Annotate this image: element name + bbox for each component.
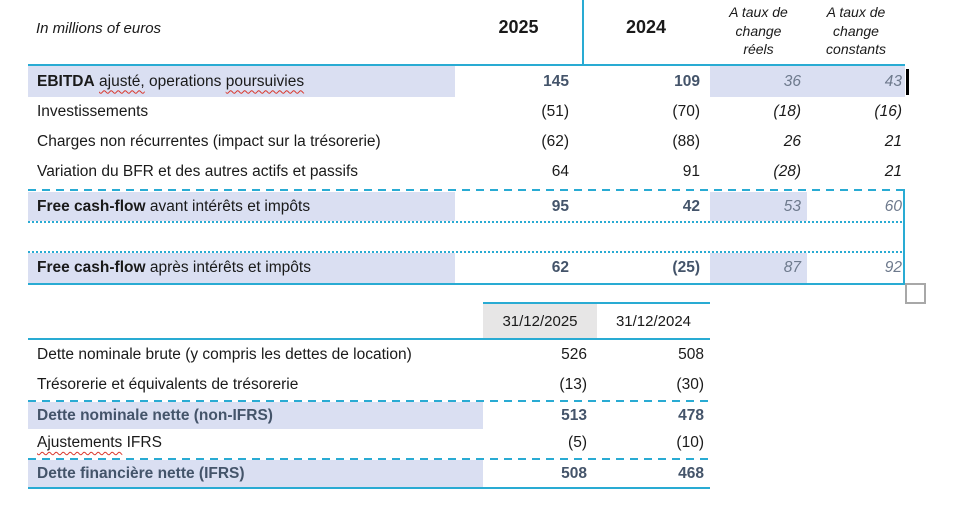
fx-const-line1: A taux de	[826, 4, 886, 20]
table-row: Charges non récurrentes (impact sur la t…	[28, 127, 905, 157]
debt-header-top-rule	[483, 302, 710, 304]
debt-column-header-2025: 31/12/2025	[483, 304, 597, 338]
misspelled-word: poursuivies	[225, 72, 305, 90]
row-label-charges: Charges non récurrentes (impact sur la t…	[37, 133, 381, 150]
table-right-border	[903, 189, 905, 285]
misspelled-word: ajusté,	[99, 72, 145, 90]
row-label-tresorerie: Trésorerie et équivalents de trésorerie	[37, 375, 299, 393]
fx-real-line3: réels	[743, 41, 774, 57]
cell-31-12-2024: (10)	[676, 434, 704, 451]
cell-2024: 91	[682, 163, 700, 180]
table-row: Free cash-flow avant intérêts et impôts …	[28, 192, 905, 221]
cell-31-12-2024: 508	[678, 346, 704, 363]
header-underline-rule	[28, 64, 905, 66]
cell-2024: (70)	[672, 103, 700, 120]
table-resize-handle[interactable]	[905, 283, 926, 304]
unit-caption: In millions of euros	[36, 20, 162, 37]
row-label-ebitda: EBITDA ajusté, operations poursuivies	[28, 66, 455, 97]
table-row: Dette nominale brute (y compris les dett…	[28, 340, 710, 370]
row-label-variation-bfr: Variation du BFR et des autres actifs et…	[37, 163, 359, 180]
table-row: Dette nominale nette (non-IFRS) 513 478	[28, 402, 710, 429]
label-segment: operations	[149, 72, 222, 90]
row-label-ajustements-ifrs: Ajustements IFRS	[28, 429, 483, 457]
cell-31-12-2025: 508	[561, 464, 587, 482]
row-label-dette-financiere-nette: Dette financière nette (IFRS)	[28, 460, 483, 487]
column-header-2025: 2025	[498, 17, 539, 37]
fx-const-line2: change	[833, 22, 879, 39]
cell-2025: 95	[551, 197, 569, 215]
row-label-dette-brute: Dette nominale brute (y compris les dett…	[37, 346, 412, 363]
cell-fx-real: (18)	[773, 103, 801, 120]
cell-2024: 42	[682, 197, 700, 215]
debt-header-row: 31/12/2025 31/12/2024	[28, 304, 710, 338]
cell-fx-real: (28)	[773, 163, 801, 180]
column-header-2024: 2024	[625, 17, 667, 37]
cell-2024: (25)	[672, 259, 700, 276]
debt-column-header-2024: 31/12/2024	[615, 312, 692, 330]
cell-fx-constant: 21	[884, 163, 902, 180]
cell-2025: 62	[551, 259, 569, 276]
dashed-separator-rule	[28, 458, 710, 460]
fx-real-line1: A taux de	[729, 4, 788, 20]
cell-fx-constant: (16)	[874, 103, 902, 120]
table-row: EBITDA ajusté, operations poursuivies 14…	[28, 66, 905, 97]
cell-2025: (51)	[541, 103, 569, 120]
cell-fx-constant: 43	[807, 66, 905, 97]
cell-31-12-2024: (30)	[676, 375, 704, 393]
cell-fx-constant: 92	[884, 259, 902, 276]
cell-31-12-2025: (13)	[559, 375, 587, 393]
table-row: Dette financière nette (IFRS) 508 468	[28, 460, 710, 487]
cell-fx-real: 87	[710, 253, 807, 283]
label-bold-segment: Free cash-flow	[37, 259, 146, 276]
column-header-fx-real: A taux de change réels	[710, 3, 807, 59]
table-row: Variation du BFR et des autres actifs et…	[28, 157, 905, 187]
dotted-separator-rule	[28, 221, 905, 223]
cell-fx-real: 53	[710, 192, 807, 221]
row-label-dette-nominale-nette: Dette nominale nette (non-IFRS)	[28, 402, 483, 429]
column-header-fx-constant: A taux de change constants	[807, 3, 905, 59]
cell-2025: 145	[543, 72, 569, 90]
misspelled-word: Ajustements	[37, 434, 123, 451]
table-row: Ajustements IFRS (5) (10)	[28, 429, 710, 457]
cell-31-12-2024: 478	[678, 406, 704, 424]
cell-fx-constant: 21	[884, 133, 902, 150]
table-bottom-rule	[28, 283, 905, 285]
table-row: Investissements (51) (70) (18) (16)	[28, 97, 905, 127]
label-bold-segment: Free cash-flow	[37, 197, 146, 215]
debt-bottom-rule	[28, 487, 710, 489]
header-column-divider	[582, 0, 584, 65]
dotted-separator-rule	[28, 251, 905, 253]
row-label-fcf-avant: Free cash-flow avant intérêts et impôts	[28, 192, 455, 221]
dashed-separator-rule	[28, 189, 905, 191]
label-segment: IFRS	[122, 434, 162, 451]
label-segment: après intérêts et impôts	[145, 259, 311, 276]
row-label-fcf-apres: Free cash-flow après intérêts et impôts	[28, 253, 455, 283]
cell-fx-real: 26	[783, 133, 801, 150]
text-cursor-caret	[906, 69, 909, 95]
table-row: Trésorerie et équivalents de trésorerie …	[28, 370, 710, 399]
cell-31-12-2025: (5)	[568, 434, 587, 451]
debt-header-underline-rule	[28, 338, 710, 340]
cell-31-12-2025: 513	[561, 406, 587, 424]
dashed-separator-rule	[28, 400, 710, 402]
cell-fx-real: 36	[710, 66, 807, 97]
table-row: Free cash-flow après intérêts et impôts …	[28, 253, 905, 283]
cell-31-12-2025: 526	[561, 346, 587, 363]
label-bold-segment: EBITDA	[37, 72, 95, 90]
cell-31-12-2024: 468	[678, 464, 704, 482]
row-label-investissements: Investissements	[37, 103, 149, 120]
cell-2025: 64	[551, 163, 569, 180]
fx-const-line3: constants	[826, 41, 886, 57]
fx-real-line2: change	[735, 22, 782, 39]
cell-2025: (62)	[541, 133, 569, 150]
cell-2024: (88)	[672, 133, 700, 150]
cell-fx-constant: 60	[884, 197, 902, 215]
cell-2024: 109	[674, 72, 700, 90]
label-segment: avant intérêts et impôts	[145, 197, 311, 215]
